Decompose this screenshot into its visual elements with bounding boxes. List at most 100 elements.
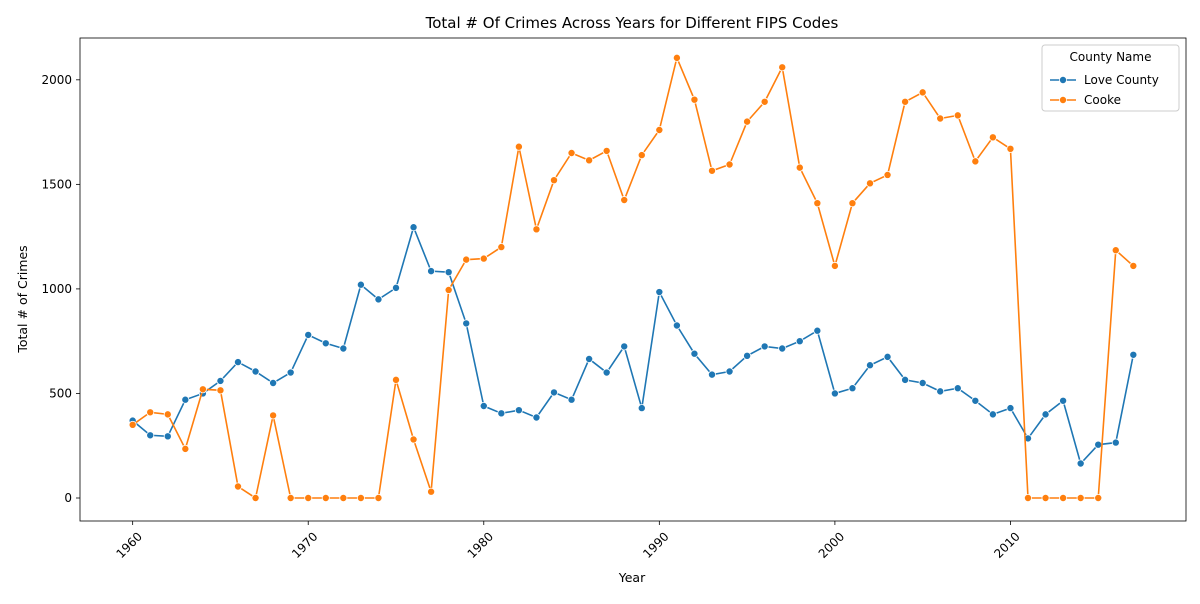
x-tick-label: 2000 bbox=[816, 529, 847, 560]
data-point bbox=[778, 344, 787, 353]
x-tick-label: 1970 bbox=[289, 529, 320, 560]
data-point bbox=[1024, 493, 1033, 502]
data-point bbox=[743, 351, 752, 360]
series-cooke bbox=[128, 53, 1138, 502]
legend-label: Cooke bbox=[1084, 93, 1121, 107]
data-point bbox=[1059, 493, 1068, 502]
data-point bbox=[1129, 350, 1138, 359]
data-point bbox=[128, 420, 137, 429]
data-point bbox=[1111, 246, 1120, 255]
data-point bbox=[936, 114, 945, 123]
data-point bbox=[356, 280, 365, 289]
legend-title: County Name bbox=[1070, 50, 1152, 64]
y-tick-label: 2000 bbox=[41, 73, 72, 87]
series-love-county bbox=[128, 223, 1138, 468]
x-tick-label: 1980 bbox=[465, 529, 496, 560]
series-line bbox=[132, 55, 1134, 500]
data-point bbox=[743, 117, 752, 126]
data-point bbox=[708, 370, 717, 379]
data-point bbox=[181, 444, 190, 453]
data-point bbox=[830, 389, 839, 398]
data-point bbox=[181, 395, 190, 404]
data-point bbox=[690, 349, 699, 358]
data-point bbox=[304, 330, 313, 339]
data-point bbox=[146, 431, 155, 440]
data-point bbox=[848, 384, 857, 393]
data-point bbox=[585, 156, 594, 165]
legend-marker bbox=[1059, 76, 1068, 85]
data-point bbox=[251, 367, 260, 376]
data-point bbox=[918, 88, 927, 97]
data-point bbox=[356, 493, 365, 502]
data-point bbox=[462, 319, 471, 328]
data-point bbox=[444, 285, 453, 294]
data-point bbox=[1059, 396, 1068, 405]
plot-area: 1960 1970 1980 1990 2000 2010 0 500 1000 1500 2000 bbox=[41, 37, 1187, 561]
data-point bbox=[620, 342, 629, 351]
data-point bbox=[866, 361, 875, 370]
data-point bbox=[479, 254, 488, 263]
data-point bbox=[567, 148, 576, 157]
data-point bbox=[339, 344, 348, 353]
chart-title: Total # Of Crimes Across Years for Diffe… bbox=[425, 14, 839, 32]
y-tick-label: 0 bbox=[64, 491, 72, 505]
data-point bbox=[233, 482, 242, 491]
x-tick-label: 1960 bbox=[114, 529, 145, 560]
data-point bbox=[1076, 459, 1085, 468]
data-point bbox=[409, 223, 418, 232]
y-axis-label: Total # of Crimes bbox=[15, 245, 30, 353]
data-point bbox=[637, 404, 646, 413]
data-point bbox=[690, 95, 699, 104]
data-point bbox=[901, 375, 910, 384]
data-point bbox=[866, 179, 875, 188]
data-point bbox=[830, 261, 839, 270]
data-point bbox=[708, 166, 717, 175]
data-point bbox=[567, 395, 576, 404]
data-point bbox=[409, 435, 418, 444]
data-point bbox=[1111, 438, 1120, 447]
legend-marker bbox=[1059, 96, 1068, 105]
data-point bbox=[391, 283, 400, 292]
data-point bbox=[725, 160, 734, 169]
data-point bbox=[760, 97, 769, 106]
data-point bbox=[953, 384, 962, 393]
data-point bbox=[479, 401, 488, 410]
data-point bbox=[444, 268, 453, 277]
data-point bbox=[585, 354, 594, 363]
data-point bbox=[304, 493, 313, 502]
data-point bbox=[672, 321, 681, 330]
data-point bbox=[374, 493, 383, 502]
data-point bbox=[497, 243, 506, 252]
data-point bbox=[427, 487, 436, 496]
legend: County Name Love County Cooke bbox=[1041, 44, 1180, 112]
data-point bbox=[1094, 440, 1103, 449]
legend-label: Love County bbox=[1084, 73, 1159, 87]
data-point bbox=[251, 493, 260, 502]
data-point bbox=[216, 376, 225, 385]
data-point bbox=[550, 388, 559, 397]
data-point bbox=[988, 410, 997, 419]
data-point bbox=[321, 339, 330, 348]
data-point bbox=[233, 358, 242, 367]
data-point bbox=[532, 225, 541, 234]
data-point bbox=[1041, 493, 1050, 502]
data-point bbox=[269, 378, 278, 387]
data-point bbox=[1006, 404, 1015, 413]
data-point bbox=[778, 63, 787, 72]
data-point bbox=[953, 111, 962, 120]
data-point bbox=[1041, 410, 1050, 419]
data-point bbox=[883, 352, 892, 361]
data-point bbox=[971, 396, 980, 405]
data-point bbox=[795, 163, 804, 172]
data-point bbox=[198, 385, 207, 394]
data-point bbox=[883, 170, 892, 179]
data-point bbox=[216, 386, 225, 395]
data-point bbox=[637, 151, 646, 160]
y-tick-label: 1000 bbox=[41, 282, 72, 296]
data-point bbox=[497, 409, 506, 418]
data-point bbox=[795, 337, 804, 346]
x-axis-label: Year bbox=[618, 570, 646, 585]
data-point bbox=[1006, 144, 1015, 153]
